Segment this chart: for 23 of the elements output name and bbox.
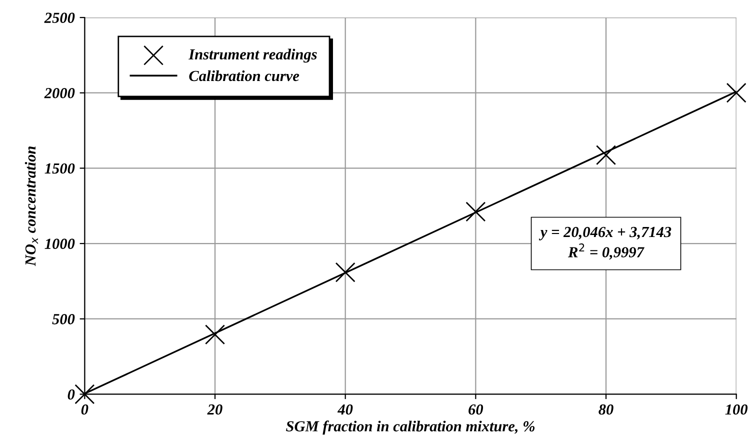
x-tick-label: 0 (81, 404, 88, 415)
y-axis-title: NO$_{x}$ concentration (24, 146, 38, 266)
y-tick-label: 0 (68, 389, 75, 400)
legend-label: Instrument readings (188, 48, 317, 63)
point (335, 262, 356, 282)
x-tick-label: 100 (725, 404, 748, 415)
point (596, 145, 616, 166)
annotation: y = 20,046x + 3,7143 R$^{2}$ = 0,9997 (538, 226, 672, 260)
legend-label: Calibration curve (189, 70, 300, 82)
x-tick-label: 60 (468, 404, 484, 415)
x-axis-title: SGM fraction in calibration mixture, % (286, 420, 535, 435)
point (466, 202, 486, 222)
x-tick-label: 80 (598, 404, 614, 415)
y-tick-label: 1000 (44, 238, 75, 249)
y-tick-label: 1500 (44, 163, 75, 174)
point (204, 324, 226, 345)
y-tick-label: 2000 (44, 88, 75, 98)
x-tick-label: 40 (337, 404, 353, 415)
point (726, 82, 746, 103)
y-tick-label: 2500 (44, 12, 75, 23)
point (74, 384, 95, 404)
y-tick-label: 500 (52, 314, 75, 324)
x-tick-label: 20 (207, 404, 222, 415)
